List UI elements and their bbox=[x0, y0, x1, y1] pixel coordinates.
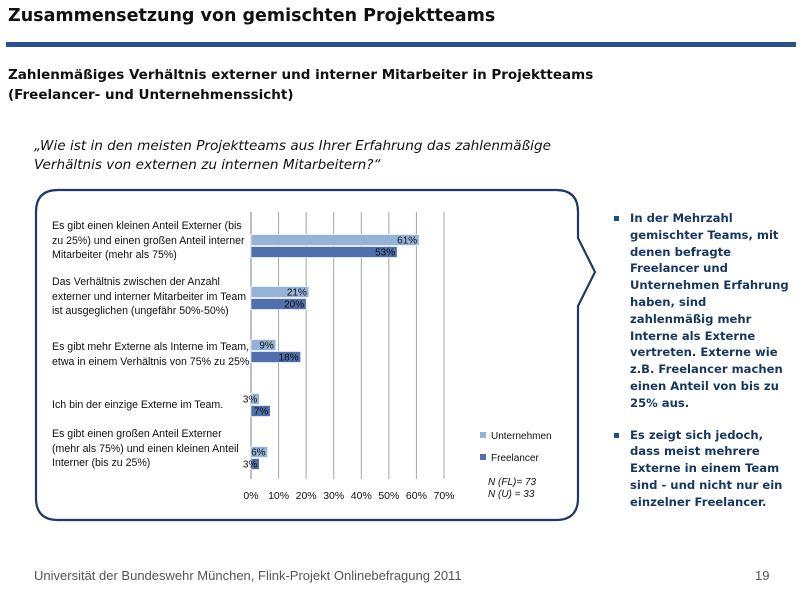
legend-label-unternehmen: Unternehmen bbox=[491, 431, 552, 442]
question-line-2: Verhältnis von externen zu internen Mita… bbox=[34, 157, 381, 173]
data-label: 61% bbox=[397, 236, 417, 247]
slide-title: Zusammensetzung von gemischten Projektte… bbox=[8, 6, 496, 26]
key-findings: In der Mehrzahl gemischter Teams, mit de… bbox=[612, 210, 792, 511]
subtitle-line-2: (Freelancer- und Unternehmenssicht) bbox=[8, 87, 294, 103]
data-label: 7% bbox=[254, 407, 269, 418]
x-tick-label: 0% bbox=[243, 490, 258, 502]
x-tick-label: 70% bbox=[433, 490, 454, 502]
subtitle-line-1: Zahlenmäßiges Verhältnis externer und in… bbox=[8, 67, 594, 83]
data-label: 3% bbox=[243, 395, 258, 406]
bar-unternehmen-4 bbox=[250, 393, 260, 405]
x-tick-label: 20% bbox=[296, 490, 317, 502]
footer-source: Universität der Bundeswehr München, Flin… bbox=[34, 568, 462, 583]
finding-text-1: In der Mehrzahl gemischter Teams, mit de… bbox=[630, 211, 789, 410]
bar-freelancer-4 bbox=[250, 405, 271, 417]
finding-text-2: Es zeigt sich jedoch, dass meist mehrere… bbox=[630, 427, 783, 509]
bar-unternehmen-2 bbox=[250, 286, 310, 298]
category-label-3: Es gibt mehr Externe als Interne im Team… bbox=[52, 341, 250, 368]
bar-freelancer-5 bbox=[250, 458, 260, 470]
survey-question: „Wie ist in den meisten Projektteams aus… bbox=[34, 137, 594, 175]
category-label-2: Das Verhältnis zwischen der Anzahl exter… bbox=[52, 276, 247, 317]
data-label: 21% bbox=[287, 288, 307, 299]
x-tick-label: 10% bbox=[268, 490, 289, 502]
data-label: 20% bbox=[284, 300, 304, 311]
sample-size-note: N (FL)= 73 bbox=[488, 477, 537, 488]
legend-swatch-unternehmen bbox=[480, 432, 486, 438]
question-line-1: „Wie ist in den meisten Projektteams aus… bbox=[34, 138, 551, 154]
slide-subtitle: Zahlenmäßiges Verhältnis externer und in… bbox=[8, 65, 608, 105]
x-tick-label: 40% bbox=[351, 490, 372, 502]
x-tick-label: 30% bbox=[323, 490, 344, 502]
bar-freelancer-3 bbox=[250, 351, 301, 363]
data-label: 53% bbox=[375, 248, 395, 259]
data-label: 18% bbox=[279, 353, 299, 364]
category-label-4: Ich bin der einzige Externe im Team. bbox=[52, 399, 224, 411]
data-label: 3% bbox=[243, 460, 258, 471]
category-label-1: Es gibt einen kleinen Anteil Externer (b… bbox=[52, 220, 245, 261]
bar-freelancer-2 bbox=[250, 298, 307, 310]
bar-unternehmen-5 bbox=[250, 446, 268, 458]
sample-size-note: N (U) = 33 bbox=[488, 489, 535, 500]
legend-swatch-freelancer bbox=[480, 454, 486, 460]
bar-unternehmen-1 bbox=[250, 234, 420, 246]
x-tick-label: 50% bbox=[378, 490, 399, 502]
bullet-square-icon bbox=[614, 432, 619, 438]
x-tick-label: 60% bbox=[406, 490, 427, 502]
data-label: 9% bbox=[259, 341, 274, 352]
title-divider bbox=[6, 42, 796, 47]
chart-frame bbox=[34, 188, 597, 522]
finding-bullet-2: Es zeigt sich jedoch, dass meist mehrere… bbox=[612, 427, 792, 511]
page-number: 19 bbox=[755, 568, 770, 583]
finding-bullet-1: In der Mehrzahl gemischter Teams, mit de… bbox=[612, 210, 792, 412]
bar-freelancer-1 bbox=[250, 246, 398, 258]
bar-unternehmen-3 bbox=[250, 339, 277, 351]
category-label-5: Es gibt einen großen Anteil Externer (me… bbox=[52, 428, 239, 469]
legend-label-freelancer: Freelancer bbox=[491, 453, 539, 464]
data-label: 6% bbox=[251, 448, 266, 459]
bullet-square-icon bbox=[614, 216, 619, 221]
